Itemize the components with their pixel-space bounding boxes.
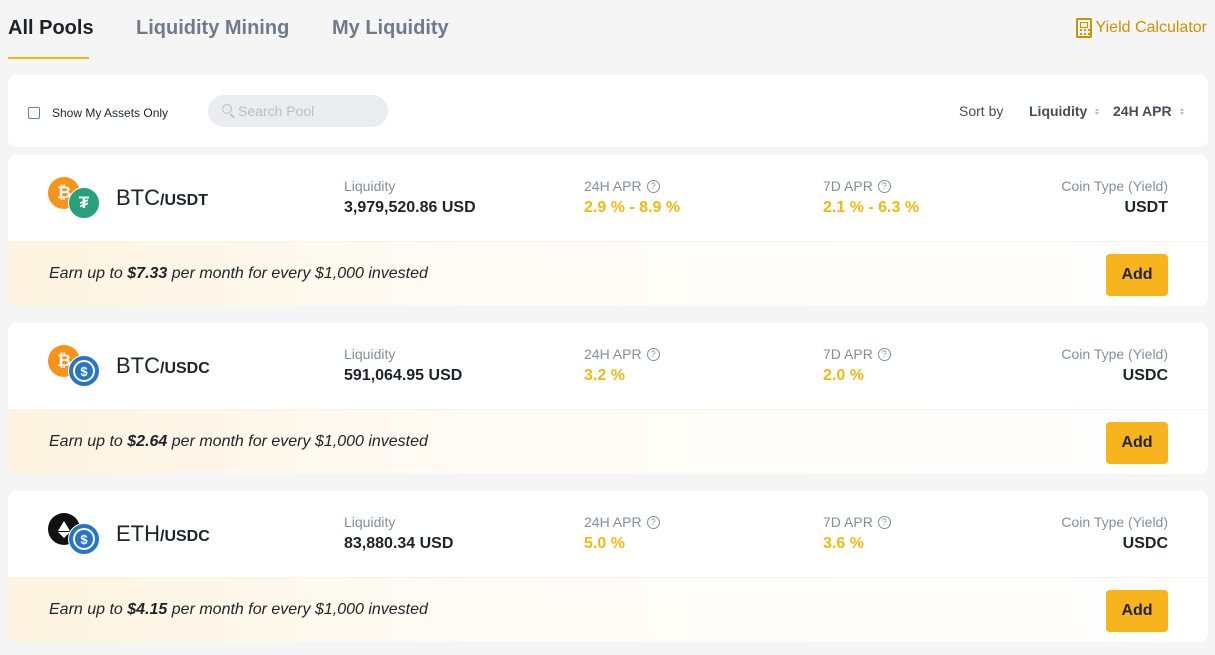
add-liquidity-button[interactable]: Add: [1106, 590, 1168, 632]
earn-banner: Earn up to $2.64 per month for every $1,…: [8, 409, 1208, 474]
sort-liquidity-button[interactable]: Liquidity: [1029, 103, 1100, 119]
apr-24h-value: 5.0 %: [584, 535, 625, 552]
earn-amount: $4.15: [127, 601, 168, 618]
liquidity-label: Liquidity: [344, 514, 396, 530]
apr-7d-stat: 7D APR? 3.6 %: [823, 514, 891, 553]
apr-7d-value: 2.1 % - 6.3 %: [823, 199, 920, 216]
apr-7d-value: 2.0 %: [823, 367, 864, 384]
pool-tabs: All Pools Liquidity Mining My Liquidity: [8, 0, 1215, 60]
earn-banner: Earn up to $4.15 per month for every $1,…: [8, 577, 1208, 642]
liquidity-value: 591,064.95 USD: [344, 367, 463, 384]
sort-by-label: Sort by: [959, 103, 1004, 119]
coin-type-value: USDC: [1122, 367, 1168, 384]
coin-type-stat: Coin Type (Yield) USDC: [1061, 346, 1168, 385]
liquidity-stat: Liquidity 3,979,520.86 USD: [344, 178, 476, 217]
active-tab-indicator: [8, 57, 89, 59]
sort-arrows-icon: [1095, 107, 1100, 115]
help-icon[interactable]: ?: [646, 347, 660, 361]
apr-24h-label: 24H APR: [584, 178, 642, 194]
pair-icons: $: [48, 513, 104, 557]
liquidity-label: Liquidity: [344, 178, 396, 194]
coin-type-label: Coin Type (Yield): [1061, 178, 1168, 194]
search-icon: [222, 104, 232, 114]
sort-arrows-icon: [1179, 107, 1184, 115]
show-my-assets-checkbox[interactable]: [28, 107, 40, 119]
sort-liquidity-label: Liquidity: [1029, 103, 1088, 119]
pair-icons: ₿ ₮: [48, 177, 104, 221]
apr-7d-stat: 7D APR? 2.0 %: [823, 346, 891, 385]
show-my-assets-label: Show My Assets Only: [52, 106, 169, 120]
yield-calculator-link[interactable]: Yield Calculator: [1075, 18, 1207, 38]
pair-name: BTC/USDT: [116, 185, 208, 210]
earn-banner: Earn up to $7.33 per month for every $1,…: [8, 241, 1208, 306]
coin-type-stat: Coin Type (Yield) USDT: [1061, 178, 1168, 217]
liquidity-label: Liquidity: [344, 346, 396, 362]
help-icon[interactable]: ?: [646, 179, 660, 193]
earn-text: Earn up to $4.15 per month for every $1,…: [49, 601, 428, 618]
usdc-icon: $: [68, 355, 100, 387]
sort-24h-apr-label: 24H APR: [1113, 103, 1172, 119]
apr-24h-label: 24H APR: [584, 346, 642, 362]
earn-text: Earn up to $7.33 per month for every $1,…: [49, 265, 428, 282]
earn-amount: $2.64: [127, 433, 168, 450]
help-icon[interactable]: ?: [877, 347, 891, 361]
filter-bar: Show My Assets Only Sort by Liquidity 24…: [8, 75, 1208, 147]
apr-24h-value: 3.2 %: [584, 367, 625, 384]
add-liquidity-button[interactable]: Add: [1106, 422, 1168, 464]
apr-7d-stat: 7D APR? 2.1 % - 6.3 %: [823, 178, 919, 217]
pair-name: ETH/USDC: [116, 521, 210, 546]
apr-24h-stat: 24H APR? 5.0 %: [584, 514, 660, 553]
liquidity-value: 83,880.34 USD: [344, 535, 454, 552]
coin-type-value: USDT: [1124, 199, 1168, 216]
help-icon[interactable]: ?: [646, 515, 660, 529]
apr-7d-label: 7D APR: [823, 514, 873, 530]
add-liquidity-button[interactable]: Add: [1106, 254, 1168, 296]
search-box: [208, 95, 388, 127]
search-input[interactable]: [238, 101, 378, 121]
pool-card-eth-usdc: $ ETH/USDC Liquidity 83,880.34 USD 24H A…: [8, 491, 1208, 642]
apr-24h-value: 2.9 % - 8.9 %: [584, 199, 681, 216]
help-icon[interactable]: ?: [877, 179, 891, 193]
tab-all-pools[interactable]: All Pools: [8, 17, 94, 39]
pair-name: BTC/USDC: [116, 353, 210, 378]
earn-text: Earn up to $2.64 per month for every $1,…: [49, 433, 428, 450]
earn-amount: $7.33: [127, 265, 168, 282]
liquidity-value: 3,979,520.86 USD: [344, 199, 476, 216]
calculator-icon: [1075, 18, 1092, 38]
pair-icons: ₿ $: [48, 345, 104, 389]
apr-7d-label: 7D APR: [823, 346, 873, 362]
tab-liquidity-mining[interactable]: Liquidity Mining: [136, 17, 290, 39]
coin-type-stat: Coin Type (Yield) USDC: [1061, 514, 1168, 553]
apr-7d-value: 3.6 %: [823, 535, 864, 552]
tab-my-liquidity[interactable]: My Liquidity: [332, 17, 449, 39]
apr-7d-label: 7D APR: [823, 178, 873, 194]
usdc-icon: $: [68, 523, 100, 555]
usdt-icon: ₮: [68, 187, 100, 219]
btc-icon: ₿: [48, 345, 80, 377]
apr-24h-stat: 24H APR? 3.2 %: [584, 346, 660, 385]
yield-calculator-label: Yield Calculator: [1095, 19, 1207, 36]
coin-type-value: USDC: [1122, 535, 1168, 552]
liquidity-stat: Liquidity 83,880.34 USD: [344, 514, 453, 553]
apr-24h-label: 24H APR: [584, 514, 642, 530]
liquidity-stat: Liquidity 591,064.95 USD: [344, 346, 462, 385]
pool-card-btc-usdt: ₿ ₮ BTC/USDT Liquidity 3,979,520.86 USD …: [8, 155, 1208, 306]
apr-24h-stat: 24H APR? 2.9 % - 8.9 %: [584, 178, 680, 217]
coin-type-label: Coin Type (Yield): [1061, 346, 1168, 362]
pool-card-btc-usdc: ₿ $ BTC/USDC Liquidity 591,064.95 USD 24…: [8, 323, 1208, 474]
sort-24h-apr-button[interactable]: 24H APR: [1113, 103, 1184, 119]
help-icon[interactable]: ?: [877, 515, 891, 529]
coin-type-label: Coin Type (Yield): [1061, 514, 1168, 530]
